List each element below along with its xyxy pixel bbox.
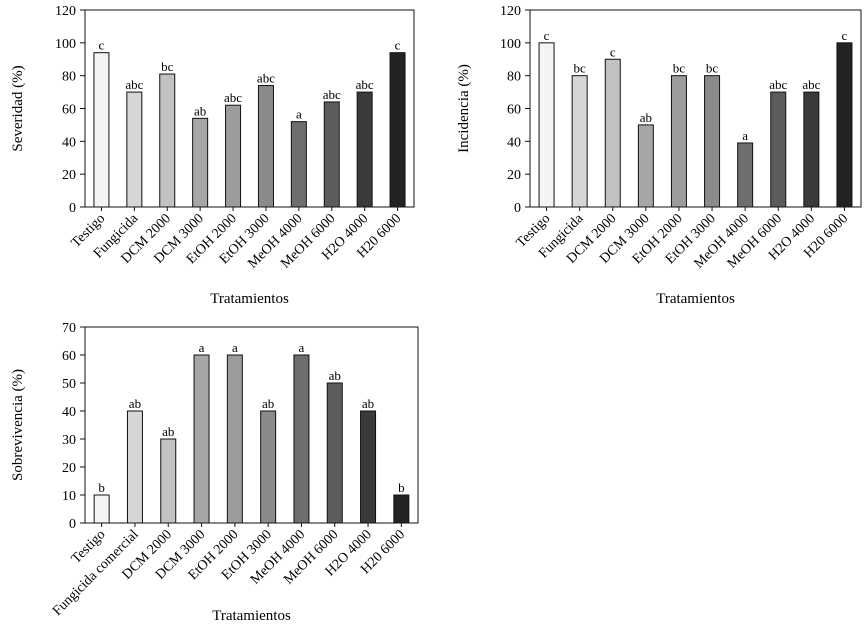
y-tick-label: 100 xyxy=(55,37,76,52)
significance-letter: abc xyxy=(323,87,341,102)
significance-letter: ab xyxy=(162,424,174,439)
bar xyxy=(770,91,787,208)
y-tick-label: 10 xyxy=(62,489,76,504)
y-tick-label: 60 xyxy=(62,349,76,364)
y-axis-label: Sobrevivencia (%) xyxy=(10,369,26,481)
y-tick-label: 120 xyxy=(500,4,521,19)
significance-letter: c xyxy=(842,28,848,43)
significance-letter: abc xyxy=(125,77,143,92)
significance-letter: a xyxy=(742,128,748,143)
x-axis-label: Tratamientos xyxy=(210,291,289,307)
y-axis-label: Severidad (%) xyxy=(10,65,26,151)
bar xyxy=(360,410,377,524)
y-tick-label: 40 xyxy=(507,135,521,150)
y-tick-label: 0 xyxy=(514,201,521,216)
bar xyxy=(226,354,243,524)
bar xyxy=(93,52,110,208)
bar xyxy=(160,438,177,524)
bar xyxy=(323,101,340,208)
bar xyxy=(637,124,654,208)
y-axis-label: Incidencia (%) xyxy=(456,64,472,153)
bar xyxy=(836,42,853,208)
bar xyxy=(803,91,820,208)
y-tick-label: 20 xyxy=(62,461,76,476)
significance-letter: abc xyxy=(769,77,787,92)
significance-letter: ab xyxy=(329,368,341,383)
significance-letter: abc xyxy=(257,71,275,86)
bar xyxy=(538,42,555,208)
bar xyxy=(225,104,242,208)
significance-letter: c xyxy=(544,28,550,43)
x-axis-label: Tratamientos xyxy=(656,291,735,307)
bar xyxy=(293,354,310,524)
y-tick-label: 40 xyxy=(62,135,76,150)
bar xyxy=(326,382,343,524)
bar xyxy=(389,52,406,208)
bar xyxy=(737,142,754,208)
x-axis-label: Tratamientos xyxy=(212,608,291,624)
significance-letter: a xyxy=(232,340,238,355)
significance-letter: c xyxy=(395,38,401,53)
plot-frame xyxy=(84,326,419,524)
significance-letter: b xyxy=(98,480,105,495)
y-tick-label: 0 xyxy=(69,517,76,532)
significance-letter: ab xyxy=(640,110,652,125)
significance-letter: bc xyxy=(673,61,686,76)
bar xyxy=(159,73,176,208)
bar xyxy=(704,75,721,208)
y-tick-label: 60 xyxy=(507,103,521,118)
significance-letter: bc xyxy=(574,61,587,76)
bar xyxy=(571,75,588,208)
significance-letter: c xyxy=(610,44,616,59)
y-tick-label: 60 xyxy=(62,103,76,118)
y-tick-label: 30 xyxy=(62,433,76,448)
significance-letter: bc xyxy=(706,61,719,76)
bar xyxy=(670,75,687,208)
y-tick-label: 50 xyxy=(62,377,76,392)
y-tick-label: 80 xyxy=(507,70,521,85)
significance-letter: abc xyxy=(224,90,242,105)
significance-letter: ab xyxy=(262,396,274,411)
y-tick-label: 100 xyxy=(500,37,521,52)
y-tick-label: 70 xyxy=(62,321,76,336)
bar xyxy=(193,354,210,524)
significance-letter: ab xyxy=(194,103,206,118)
bar xyxy=(393,494,410,524)
y-tick-label: 0 xyxy=(69,201,76,216)
y-tick-label: 20 xyxy=(507,168,521,183)
bar xyxy=(257,85,274,208)
significance-letter: b xyxy=(398,480,405,495)
significance-letter: bc xyxy=(161,59,174,74)
significance-letter: abc xyxy=(356,77,374,92)
bar xyxy=(290,121,307,208)
y-tick-label: 120 xyxy=(55,4,76,19)
bar xyxy=(93,494,110,524)
y-tick-label: 80 xyxy=(62,70,76,85)
significance-letter: c xyxy=(99,38,105,53)
bar xyxy=(356,91,373,208)
significance-letter: ab xyxy=(362,396,374,411)
y-tick-label: 40 xyxy=(62,405,76,420)
significance-letter: a xyxy=(296,107,302,122)
bar xyxy=(126,410,143,524)
bar xyxy=(126,91,143,208)
significance-letter: abc xyxy=(802,77,820,92)
significance-letter: a xyxy=(299,340,305,355)
y-tick-label: 20 xyxy=(62,168,76,183)
bar xyxy=(192,117,209,208)
bar xyxy=(260,410,277,524)
significance-letter: ab xyxy=(129,396,141,411)
bar xyxy=(604,58,621,208)
significance-letter: a xyxy=(199,340,205,355)
